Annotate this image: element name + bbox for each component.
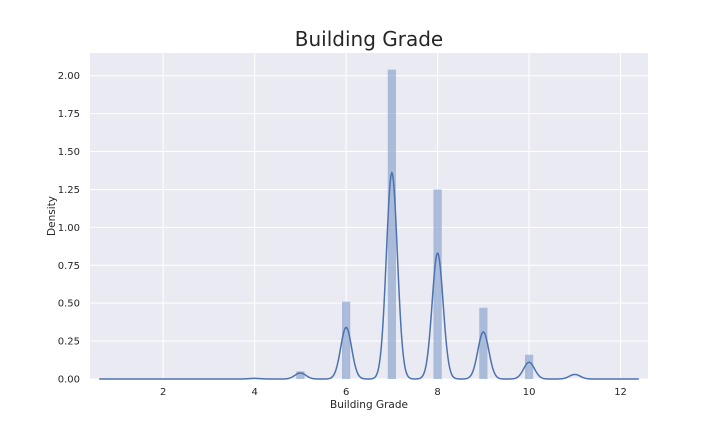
x-tick-label: 4 bbox=[251, 387, 257, 398]
y-tick-label: 0.75 bbox=[58, 261, 80, 272]
y-tick-label: 2.00 bbox=[58, 71, 80, 82]
histogram-bar bbox=[342, 301, 351, 379]
y-tick-labels: 0.00 0.25 0.50 0.75 1.00 1.25 1.50 1.75 2.00 bbox=[58, 71, 80, 385]
y-tick-label: 0.25 bbox=[58, 337, 80, 348]
x-tick-label: 8 bbox=[434, 387, 440, 398]
histogram-bar bbox=[524, 354, 534, 379]
y-tick-label: 1.25 bbox=[58, 185, 80, 196]
chart-title: Building Grade bbox=[295, 27, 443, 51]
y-tick-label: 0.00 bbox=[58, 375, 80, 386]
y-tick-label: 1.00 bbox=[58, 223, 80, 234]
y-axis-label: Density bbox=[46, 196, 58, 236]
histogram-bars bbox=[296, 69, 534, 379]
kde-curve bbox=[99, 171, 639, 380]
x-tick-label: 12 bbox=[614, 387, 627, 398]
y-tick-label: 1.50 bbox=[58, 147, 80, 158]
histogram-bar bbox=[479, 307, 488, 379]
y-tick-label: 0.50 bbox=[58, 299, 80, 310]
histogram-bar bbox=[387, 69, 396, 379]
histogram-bar bbox=[296, 371, 305, 379]
x-tick-labels: 2 4 6 8 10 12 bbox=[160, 387, 627, 398]
plot-area bbox=[90, 53, 648, 379]
histogram-bar bbox=[433, 189, 442, 379]
y-tick-label: 1.75 bbox=[58, 109, 80, 120]
x-axis-label: Building Grade bbox=[330, 399, 408, 411]
x-tick-label: 6 bbox=[343, 387, 349, 398]
x-tick-label: 2 bbox=[160, 387, 166, 398]
x-tick-label: 10 bbox=[523, 387, 536, 398]
